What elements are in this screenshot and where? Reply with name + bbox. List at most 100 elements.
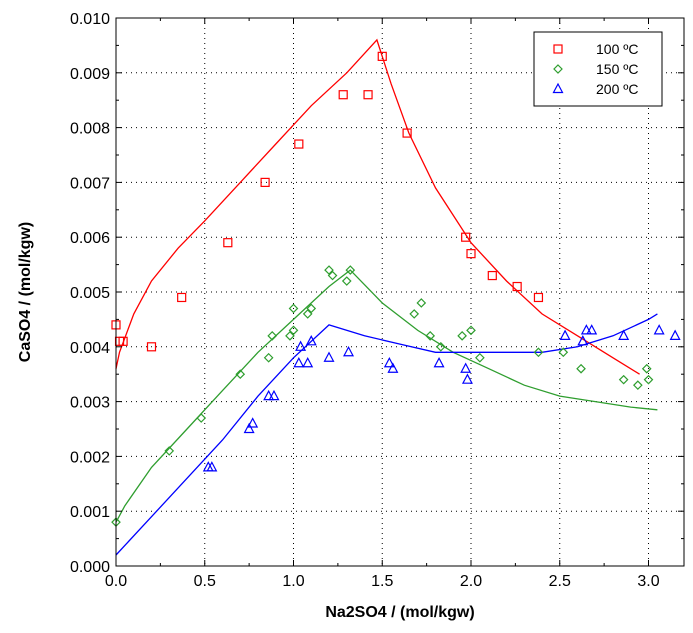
series-1-fit-curve — [115, 38, 640, 375]
series-3-point — [669, 329, 681, 340]
series-3-point — [293, 356, 305, 368]
series-1-point — [177, 292, 187, 303]
series-3-point — [247, 417, 259, 428]
series-3-point — [580, 324, 592, 335]
y-tick-label: 0.007 — [70, 175, 110, 192]
series-2-point — [324, 265, 334, 275]
legend-marker-series-2 — [553, 64, 563, 74]
series-3-point — [268, 389, 280, 401]
y-tick-label: 0.000 — [70, 559, 110, 576]
y-tick-label: 0.003 — [70, 395, 110, 412]
series-2-point — [558, 347, 569, 358]
series-3-point — [387, 362, 399, 373]
series-2-point — [341, 276, 352, 286]
series-1-point — [533, 292, 544, 303]
series-2-point — [288, 325, 299, 336]
series-2-point — [345, 265, 356, 275]
y-tick-label: 0.009 — [70, 66, 110, 83]
series-3-point — [460, 362, 472, 373]
series-2-point — [416, 298, 427, 308]
series-3-point — [586, 324, 598, 335]
legend: 100 ºC 150 ºC 200 ºC — [533, 31, 663, 107]
series-3-point — [243, 422, 255, 434]
y-tick-label: 0.002 — [70, 449, 110, 466]
series-3-point — [305, 335, 317, 346]
series-2-point — [457, 330, 467, 341]
series-3-point — [343, 345, 355, 357]
series-2-point — [235, 369, 246, 380]
y-tick-label: 0.001 — [70, 504, 110, 521]
series-1-point — [118, 336, 128, 346]
series-2-point — [435, 341, 446, 352]
x-tick-label: 1.5 — [371, 573, 393, 590]
fit-curves — [115, 38, 658, 556]
series-3-point — [653, 324, 665, 335]
series-3-point — [206, 461, 218, 472]
axis-ticks: 0.0 0.5 1.0 1.5 2.0 2.5 3.0 0.000 0.001 0.002 0.00… — [70, 11, 684, 590]
series-1-point — [223, 238, 233, 248]
series-2-fit-curve — [115, 269, 658, 523]
legend-marker-series-1 — [553, 44, 563, 54]
series-3-point — [295, 340, 307, 351]
series-2-point — [263, 352, 274, 363]
legend-box — [533, 31, 663, 107]
x-tick-label: 0.0 — [105, 573, 127, 590]
x-tick-label: 2.0 — [460, 573, 482, 590]
x-axis-title: Na2SO4 / (mol/kgw) — [325, 604, 474, 621]
series-1-point — [363, 90, 373, 100]
series-1-point — [466, 249, 476, 259]
series-3-point — [302, 356, 314, 368]
series-3-point — [323, 351, 335, 362]
series-2-point — [641, 363, 652, 374]
y-tick-label: 0.006 — [70, 230, 110, 247]
series-3-point — [263, 389, 275, 401]
series-1-point — [260, 177, 270, 187]
series-2-point — [409, 309, 420, 319]
series-2-point — [288, 303, 299, 314]
series-2-point — [643, 374, 654, 385]
y-tick-label: 0.008 — [70, 121, 110, 138]
y-axis-title: CaSO4 / (mol/kgw) — [17, 222, 34, 362]
series-1-point — [402, 128, 412, 138]
series-2-point — [576, 363, 586, 374]
series-1-point — [146, 342, 157, 352]
series-1-point — [338, 90, 348, 100]
x-tick-label: 1.0 — [282, 573, 304, 590]
series-3-point — [461, 373, 473, 384]
y-tick-label: 0.005 — [70, 285, 110, 302]
series-1-point — [487, 270, 497, 281]
series-2-point — [164, 446, 175, 456]
series-1-point — [512, 281, 522, 292]
series-2-point — [327, 270, 338, 281]
legend-label-series-3: 200 ºC — [596, 81, 638, 97]
series-2-point — [196, 413, 207, 423]
legend-label-series-2: 150 ºC — [596, 61, 638, 77]
series-3-point — [559, 329, 571, 340]
legend-marker-series-3 — [552, 82, 564, 94]
series-2-point — [285, 330, 295, 341]
series-2-point — [618, 374, 629, 385]
series-2-point — [533, 347, 544, 358]
x-tick-label: 0.5 — [194, 573, 216, 590]
x-tick-label: 3.0 — [637, 573, 659, 590]
series-2-point — [425, 330, 436, 341]
series-3-point — [383, 356, 395, 368]
series-3-fit-curve — [115, 313, 658, 556]
y-tick-label: 0.010 — [70, 11, 110, 28]
series-3-point — [618, 329, 630, 340]
series-2-point — [302, 309, 313, 319]
series-3-point — [433, 356, 445, 368]
series-1-point — [294, 139, 304, 149]
series-2-point — [633, 380, 643, 391]
legend-label-series-1: 100 ºC — [596, 41, 638, 57]
y-tick-label: 0.004 — [70, 340, 110, 357]
series-2-point — [306, 303, 317, 314]
series-1-point — [461, 232, 471, 242]
series-3-point — [577, 335, 589, 346]
series-2-point — [475, 352, 485, 363]
series-2-point — [267, 330, 278, 341]
series-1-point — [377, 51, 387, 61]
data-points — [111, 51, 681, 528]
series-2-point — [466, 325, 476, 336]
